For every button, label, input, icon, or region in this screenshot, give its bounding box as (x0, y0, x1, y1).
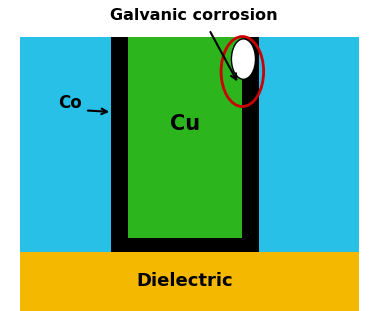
Text: Co: Co (58, 94, 82, 112)
Ellipse shape (232, 39, 256, 79)
Text: Dielectric: Dielectric (137, 272, 233, 290)
Text: Galvanic corrosion: Galvanic corrosion (110, 8, 278, 23)
Bar (111, 37, 259, 252)
Bar (20, 37, 359, 252)
Bar (128, 37, 242, 238)
Bar (20, 252, 359, 311)
Text: Cu: Cu (170, 114, 200, 134)
